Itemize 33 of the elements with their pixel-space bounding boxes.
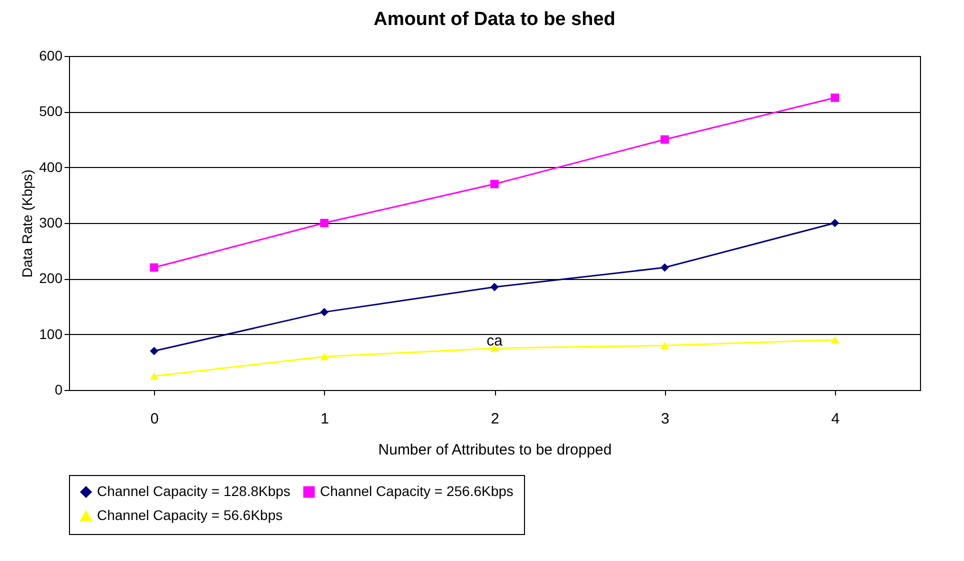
y-tick-label: 400 (39, 158, 63, 175)
x-tick-label: 2 (490, 410, 500, 428)
x-tick-label: 3 (661, 410, 670, 428)
annotation: ca (486, 332, 504, 350)
point (830, 218, 840, 228)
y-tick-label: 500 (39, 103, 63, 120)
x-tick-label: 1 (320, 410, 329, 428)
y-tick-label: 0 (54, 382, 63, 398)
x-tick-label: 4 (831, 410, 840, 428)
y-tick-label: 200 (39, 270, 63, 286)
legend-label: Channel Capacity = 128.8Kbps (97, 483, 290, 499)
point (660, 342, 669, 350)
x-axis-title: Number of Attributes to be dropped (378, 442, 612, 458)
point (320, 218, 328, 228)
legend-label: Channel Capacity = 256.6Kbps (320, 483, 514, 499)
chart-title: Amount of Data to be shed (374, 9, 616, 30)
point (490, 180, 499, 188)
point (660, 263, 669, 272)
y-tick-label: 300 (39, 214, 63, 230)
point (150, 372, 158, 380)
point (830, 94, 840, 102)
point (490, 282, 499, 292)
y-axis-title: Data Rate (Kbps) (19, 169, 36, 278)
point (320, 352, 328, 360)
point (830, 336, 840, 344)
point (150, 346, 158, 356)
point (660, 135, 669, 144)
y-tick-label: 100 (39, 326, 63, 342)
point (150, 263, 158, 272)
legend-label: Channel Capacity = 56.6Kbps (97, 507, 283, 523)
y-tick-label: 600 (39, 48, 63, 64)
point (320, 308, 328, 316)
x-tick-label: 0 (150, 410, 159, 428)
